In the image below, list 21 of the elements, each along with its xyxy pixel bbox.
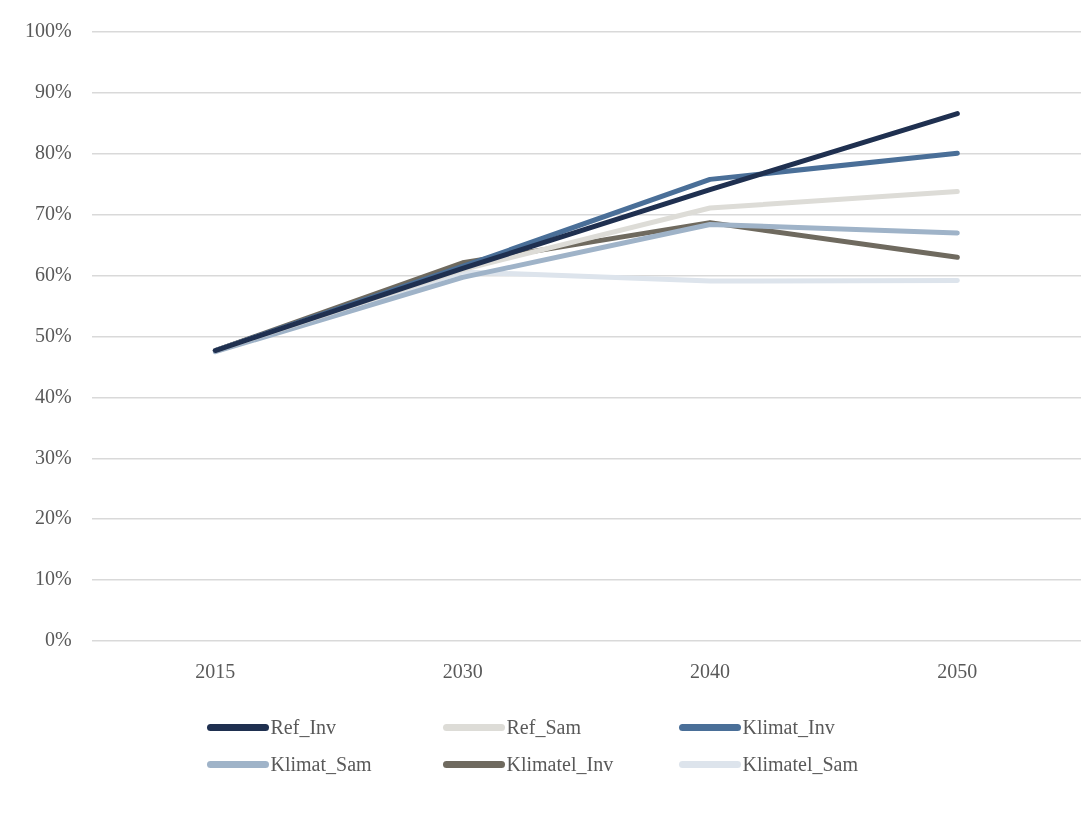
legend-label: Ref_Sam: [506, 716, 581, 739]
y-tick-label: 70%: [34, 201, 72, 224]
legend-label: Ref_Inv: [270, 716, 337, 739]
y-tick-label: 30%: [34, 445, 72, 468]
y-tick-label: 60%: [34, 262, 72, 285]
y-tick-label: 100%: [24, 19, 72, 42]
x-tick-label: 2015: [195, 660, 236, 683]
y-tick-label: 0%: [44, 628, 72, 651]
legend-label: Klimat_Inv: [742, 716, 835, 739]
x-tick-label: 2040: [690, 660, 730, 683]
y-tick-label: 40%: [34, 384, 72, 407]
y-tick-label: 80%: [34, 141, 72, 164]
y-tick-label: 90%: [34, 80, 72, 103]
x-tick-label: 2050: [937, 660, 978, 683]
legend-label: Klimatel_Inv: [506, 753, 614, 776]
legend-label: Klimat_Sam: [270, 753, 372, 776]
y-tick-label: 20%: [34, 506, 72, 529]
legend-label: Klimatel_Sam: [742, 753, 859, 776]
x-tick-label: 2030: [442, 660, 483, 683]
y-tick-label: 10%: [34, 567, 72, 590]
y-tick-label: 50%: [34, 323, 72, 346]
